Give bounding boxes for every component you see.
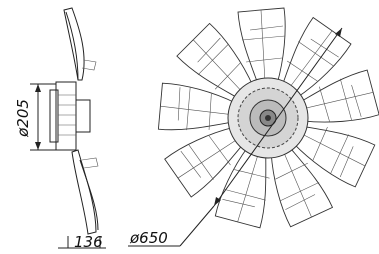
drawing: ø205 136 ø650: [0, 0, 379, 254]
fan-diameter-label: ø650: [129, 229, 168, 247]
depth-label: 136: [74, 233, 103, 251]
side-view: [50, 8, 106, 248]
hub-diameter-label: ø205: [14, 99, 32, 138]
front-view: [154, 8, 379, 232]
